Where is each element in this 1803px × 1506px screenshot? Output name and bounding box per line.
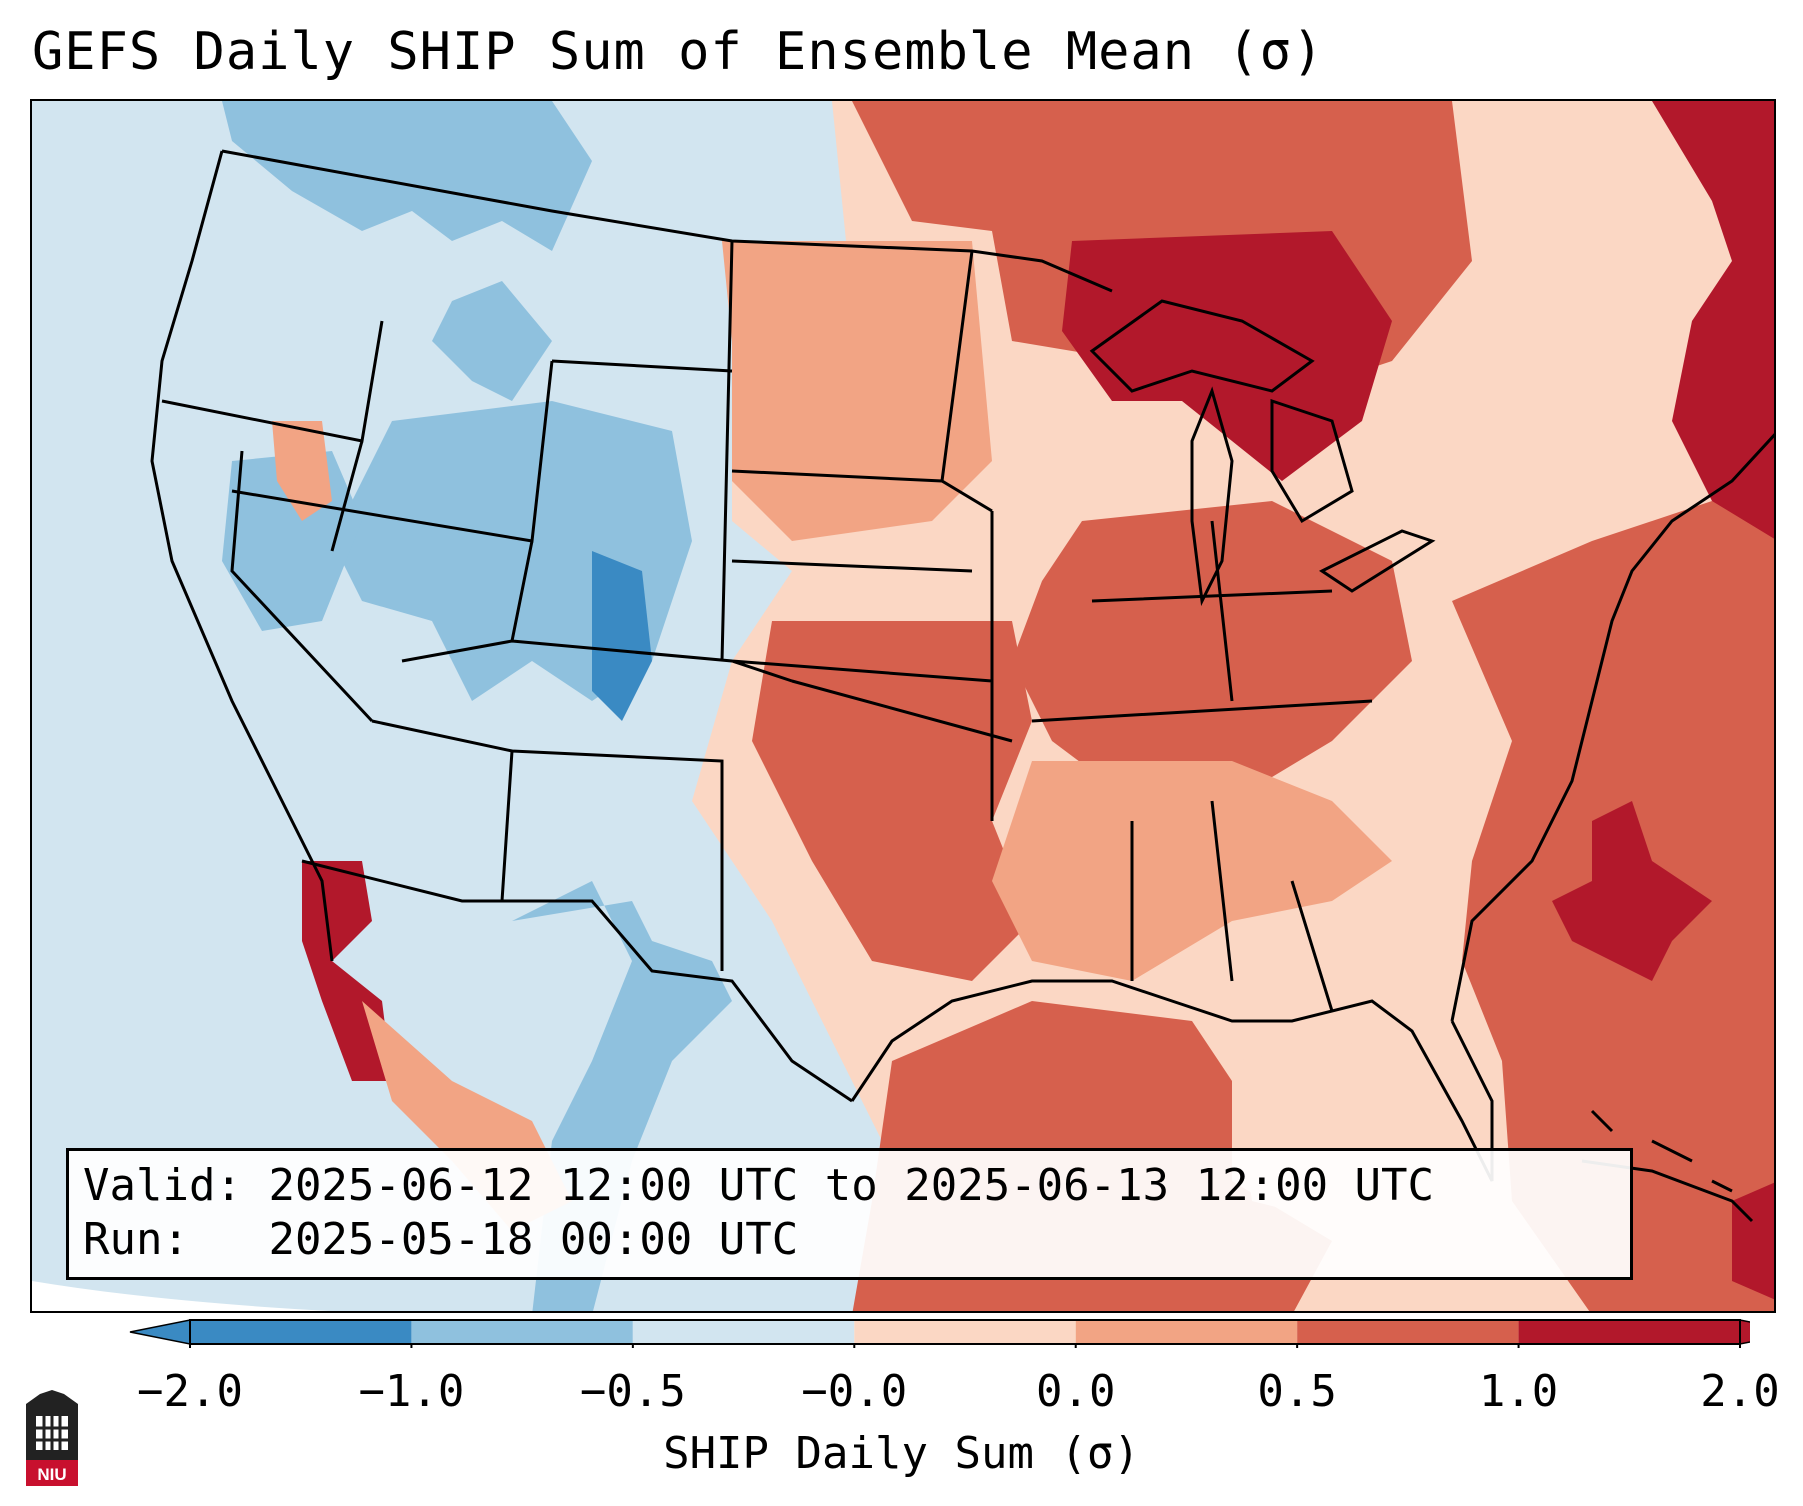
colorbar-segment [1297, 1320, 1519, 1344]
us-mexico-border [301, 859, 853, 1103]
university-tower-icon: NIU [26, 1390, 78, 1486]
great-lakes [1089, 299, 1436, 607]
colorbar-extend-high [1739, 1319, 1750, 1345]
anomaly-region-pos-dakotas [722, 241, 992, 541]
anomaly-region-pos-newengland [1652, 101, 1774, 539]
anomaly-region-pos-greatlakes [1062, 231, 1392, 481]
colorbar-segment [632, 1320, 855, 1344]
run-row: Run: 2025-05-18 00:00 UTC [83, 1213, 1616, 1267]
colorbar-tick-label: 0.5 [1257, 1366, 1337, 1417]
colorbar [129, 1319, 1750, 1348]
valid-run-info-box: Valid: 2025-06-12 12:00 UTC to 2025-06-1… [66, 1148, 1633, 1280]
anomaly-region-pos-oregon [272, 421, 332, 521]
colorbar-tick-label: −2.0 [137, 1366, 243, 1417]
colorbar-tick-label: 2.0 [1700, 1366, 1780, 1417]
colorbar-tick-label: 0.0 [1035, 1366, 1116, 1417]
colorbar-segment [854, 1320, 1076, 1344]
logo-text: NIU [37, 1465, 66, 1484]
anomaly-region-neg-colorado [592, 551, 652, 721]
projection-edge [32, 1281, 331, 1311]
colorbar-tick-label: 1.0 [1478, 1366, 1559, 1417]
map-title: GEFS Daily SHIP Sum of Ensemble Mean (σ) [32, 22, 1325, 82]
map-panel [30, 99, 1776, 1313]
california-nevada [230, 450, 374, 723]
lake-superior-outline [1089, 299, 1315, 393]
colorbar-label: SHIP Daily Sum (σ) [663, 1428, 1140, 1479]
valid-label: Valid: [83, 1160, 242, 1211]
lake-huron-outline [1270, 398, 1354, 524]
colorbar-segment [1518, 1320, 1740, 1344]
us-west-coast [150, 150, 334, 962]
colorbar-tick-label: −1.0 [358, 1366, 465, 1417]
run-value: 2025-05-18 00:00 UTC [268, 1214, 799, 1265]
colorbar-extend-low [129, 1319, 191, 1345]
lake-erie-outline [1319, 529, 1436, 593]
colorbar-segment [1075, 1320, 1298, 1344]
colorbar-segment [190, 1320, 412, 1344]
anomaly-region-pos-atlantic-core [1552, 801, 1712, 981]
anomaly-region-pos-southern-plains [752, 621, 1032, 981]
anomaly-region-neg-idaho [432, 281, 552, 401]
lake-michigan-outline [1190, 386, 1234, 607]
colorbar-tick-label: −0.0 [801, 1366, 908, 1417]
arizona-nm [371, 719, 724, 971]
east-coast [1450, 433, 1774, 1022]
valid-row: Valid: 2025-06-12 12:00 UTC to 2025-06-1… [83, 1159, 1616, 1213]
anomaly-region-pos-caribbean [1732, 1182, 1774, 1300]
colorbar-segment [411, 1320, 633, 1344]
colorbar-outline [189, 1319, 1741, 1345]
ship-anomaly-map [32, 101, 1774, 1311]
anomaly-region-pos-midwest [1012, 501, 1412, 801]
run-label: Run: [83, 1214, 189, 1265]
state-lines [161, 240, 1373, 1012]
anomaly-region-neg-pacnw [222, 101, 592, 251]
us-canada-border [221, 149, 1113, 293]
colorbar-tick-label: −0.5 [579, 1366, 686, 1417]
political-boundaries [150, 149, 1774, 1182]
logo-window-bars [36, 1416, 68, 1450]
bahamas-outline [1590, 1109, 1733, 1193]
anomaly-region-pos-southeast [992, 761, 1392, 981]
logo-banner [26, 1460, 78, 1486]
valid-value: 2025-06-12 12:00 UTC to 2025-06-13 12:00… [268, 1160, 1435, 1211]
